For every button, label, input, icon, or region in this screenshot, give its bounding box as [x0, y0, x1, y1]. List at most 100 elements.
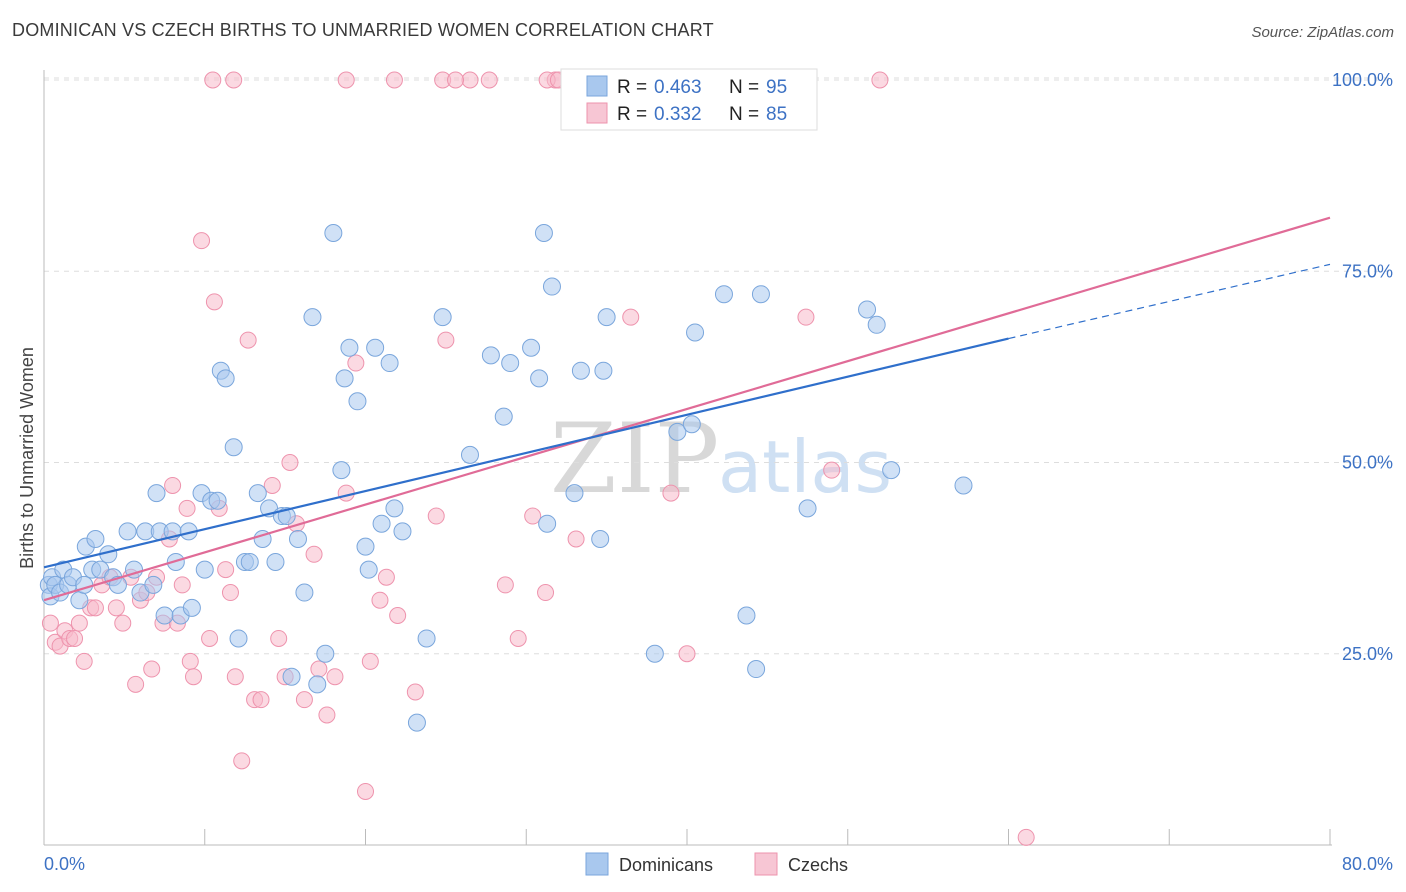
- bottom-legend-czechs: Czechs: [788, 855, 848, 875]
- dominicans-point: [366, 338, 385, 357]
- czechs-point: [263, 476, 281, 494]
- dominicans-point: [798, 499, 817, 518]
- czechs-point: [496, 576, 514, 594]
- x-tick-marks: [43, 829, 1331, 845]
- dominicans-point: [295, 583, 314, 602]
- bottom-legend-dominicans: Dominicans: [619, 855, 713, 875]
- czechs-point: [480, 71, 498, 89]
- czechs-point: [310, 660, 328, 678]
- dominicans-point: [248, 484, 267, 503]
- czechs-point: [406, 683, 424, 701]
- legend-n-value-czechs: 85: [766, 104, 787, 125]
- czechs-point: [295, 691, 313, 709]
- dominicans-point: [324, 224, 343, 242]
- czechs-point: [389, 607, 407, 624]
- dominicans-point: [954, 476, 973, 495]
- czechs-point: [377, 568, 395, 586]
- x-tick-label-min: 0.0%: [44, 854, 85, 874]
- czechs-point: [509, 629, 527, 647]
- czechs-point: [178, 499, 196, 517]
- series-legend: Dominicans Czechs: [585, 852, 848, 876]
- dominicans-point: [229, 629, 248, 648]
- legend-n-label-dominicans: N =: [729, 77, 759, 98]
- dominicans-trend-line: [43, 337, 1009, 569]
- legend-n-label-czechs: N =: [729, 104, 759, 125]
- czechs-point: [205, 293, 223, 311]
- dominicans-point: [303, 308, 322, 327]
- czechs-point: [385, 71, 403, 89]
- czechs-point: [164, 476, 182, 494]
- czechs-point: [233, 752, 251, 770]
- dominicans-point: [686, 323, 705, 342]
- y-tick-label-75: 75.0%: [1342, 261, 1393, 281]
- czechs-point: [127, 675, 145, 693]
- y-tick-label-100: 100.0%: [1332, 70, 1393, 90]
- czechs-point: [217, 561, 235, 579]
- czechs-point: [347, 354, 365, 372]
- czechs-point: [871, 71, 889, 89]
- czechs-point: [357, 782, 374, 800]
- dominicans-point: [224, 438, 243, 457]
- czechs-point: [225, 71, 243, 89]
- czechs-point: [221, 584, 239, 602]
- bottom-legend-swatch-dominicans: [585, 852, 609, 876]
- dominicans-point: [534, 224, 553, 242]
- czechs-point: [86, 599, 104, 617]
- y-axis-label: Births to Unmarried Women: [17, 347, 37, 569]
- dominicans-point: [747, 660, 766, 679]
- czechs-point: [193, 232, 211, 250]
- dominicans-point: [407, 713, 426, 732]
- dominicans-point: [565, 484, 584, 503]
- legend-swatch-czechs: [586, 102, 608, 124]
- czechs-point: [239, 331, 257, 349]
- czechs-point: [181, 652, 199, 670]
- legend-r-value-dominicans: 0.463: [654, 77, 702, 98]
- dominicans-point: [266, 552, 285, 571]
- dominicans-point: [481, 346, 500, 365]
- dominicans-point: [668, 422, 687, 441]
- dominicans-point: [195, 560, 214, 579]
- czechs-point: [201, 629, 219, 647]
- czechs-point: [252, 691, 270, 709]
- y-tick-label-25: 25.0%: [1342, 644, 1393, 664]
- watermark-atlas: atlas: [718, 425, 892, 509]
- dominicans-point: [380, 354, 399, 373]
- dominicans-point: [282, 667, 301, 686]
- czechs-points: [41, 71, 1035, 846]
- czechs-point: [204, 71, 222, 89]
- dominicans-points: [39, 224, 973, 732]
- x-tick-label-max: 80.0%: [1342, 854, 1393, 874]
- czechs-point: [447, 71, 465, 89]
- dominicans-point: [108, 575, 127, 594]
- czechs-point: [66, 629, 84, 647]
- dominicans-point: [118, 522, 137, 541]
- czechs-point: [318, 706, 336, 724]
- czechs-trend-line: [43, 216, 1331, 602]
- dominicans-point: [147, 484, 166, 503]
- czechs-point: [107, 599, 125, 617]
- dominicans-point: [737, 606, 756, 625]
- czechs-point: [326, 668, 344, 686]
- legend-r-value-czechs: 0.332: [654, 104, 702, 125]
- dominicans-point: [538, 514, 557, 533]
- dominicans-point: [155, 606, 174, 625]
- czechs-point: [524, 507, 542, 525]
- dominicans-point: [356, 537, 375, 556]
- czechs-point: [662, 484, 680, 502]
- czechs-point: [226, 668, 244, 686]
- dominicans-point: [335, 369, 354, 388]
- czechs-point: [184, 668, 202, 686]
- dominicans-point: [501, 354, 520, 373]
- czechs-point: [1017, 828, 1035, 846]
- dominicans-point: [594, 361, 613, 380]
- bottom-legend-swatch-czechs: [754, 852, 778, 876]
- dominicans-point: [348, 392, 367, 411]
- czechs-point: [337, 484, 355, 502]
- czechs-point: [797, 308, 815, 326]
- czechs-point: [305, 545, 323, 563]
- czechs-point: [823, 461, 841, 479]
- x-tick-labels: 0.0% 80.0%: [44, 854, 1393, 874]
- dominicans-point: [288, 530, 307, 548]
- dominicans-point: [494, 407, 513, 426]
- dominicans-point: [460, 445, 479, 464]
